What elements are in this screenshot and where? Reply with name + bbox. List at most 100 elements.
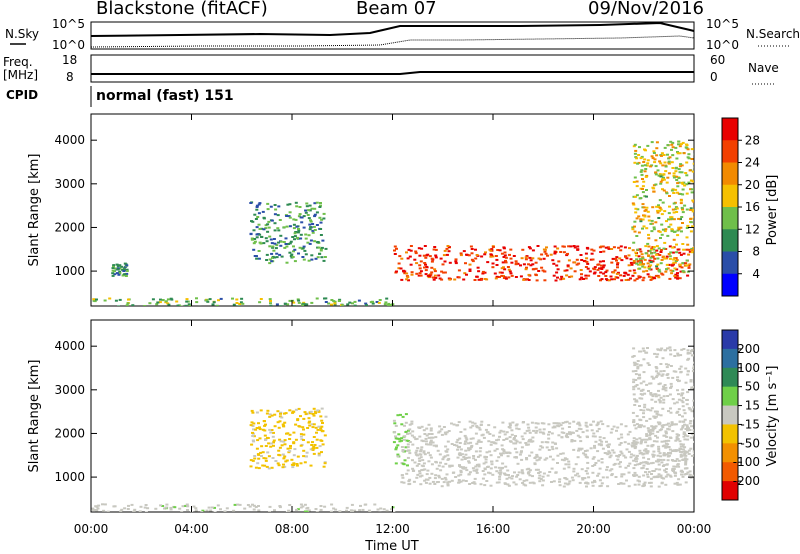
data-cell <box>527 472 530 475</box>
x-tick-label: 04:00 <box>174 522 209 536</box>
data-cell <box>269 304 273 306</box>
data-cell <box>681 141 685 144</box>
data-cell <box>420 446 424 449</box>
data-cell <box>435 467 439 470</box>
data-cell <box>443 455 447 458</box>
data-cell <box>398 440 402 443</box>
data-cell <box>584 266 588 268</box>
data-cell <box>467 460 471 463</box>
data-cell <box>277 426 281 429</box>
data-cell <box>303 411 307 414</box>
data-cell <box>659 249 663 251</box>
data-cell <box>631 370 635 373</box>
data-cell <box>561 427 565 430</box>
data-cell <box>686 349 690 352</box>
data-cell <box>446 440 450 443</box>
data-cell <box>406 257 410 260</box>
data-cell <box>631 226 635 229</box>
data-cell <box>601 447 605 450</box>
data-cell <box>641 393 644 396</box>
data-cell <box>674 146 678 149</box>
data-cell <box>660 233 664 236</box>
data-cell <box>185 298 189 301</box>
data-cell <box>579 440 583 443</box>
data-cell <box>534 426 538 429</box>
data-cell <box>321 422 324 424</box>
data-cell <box>666 234 670 237</box>
data-cell <box>661 178 665 181</box>
data-cell <box>424 481 428 484</box>
nave-label: Nave <box>748 61 779 75</box>
data-cell <box>282 226 286 229</box>
data-cell <box>592 456 596 459</box>
data-cell <box>444 433 448 436</box>
data-cell <box>680 171 684 174</box>
data-cell <box>693 383 694 386</box>
data-cell <box>277 229 281 232</box>
data-cell <box>638 146 641 149</box>
data-cell <box>311 223 315 225</box>
data-cell <box>253 455 257 457</box>
data-cell <box>425 427 429 430</box>
freq-trace <box>91 71 694 75</box>
data-cell <box>663 384 667 386</box>
data-cell <box>299 233 303 236</box>
colorbar-tick-label: -200 <box>733 474 760 488</box>
data-cell <box>500 252 504 255</box>
data-cell <box>169 508 173 511</box>
data-cell <box>535 459 539 462</box>
data-cell <box>139 505 143 508</box>
data-cell <box>483 456 487 459</box>
data-cell <box>288 251 292 254</box>
data-cell <box>670 161 674 164</box>
data-cell <box>307 421 311 424</box>
data-cell <box>660 259 664 261</box>
data-cell <box>682 248 686 251</box>
data-cell <box>463 458 467 460</box>
data-cell <box>260 227 264 230</box>
data-cell <box>585 482 589 484</box>
data-cell <box>660 482 664 485</box>
data-cell <box>515 423 519 426</box>
data-cell <box>306 506 310 509</box>
data-cell <box>434 436 438 439</box>
data-cell <box>670 272 674 275</box>
data-cell <box>257 467 261 470</box>
data-cell <box>251 425 255 427</box>
data-cell <box>158 301 162 304</box>
data-cell <box>689 436 693 439</box>
colorbar-tick-label: 8 <box>752 245 760 259</box>
data-cell <box>476 455 480 458</box>
data-cell <box>513 471 516 474</box>
data-cell <box>681 262 685 265</box>
data-cell <box>632 203 636 206</box>
data-cell <box>589 447 593 450</box>
data-cell <box>642 349 646 352</box>
data-cell <box>419 274 423 277</box>
data-cell <box>616 455 620 458</box>
data-cell <box>504 438 508 440</box>
data-cell <box>446 448 450 451</box>
data-cell <box>627 471 631 474</box>
data-cell <box>657 421 661 424</box>
data-cell <box>410 422 414 425</box>
data-cell <box>562 485 566 488</box>
data-cell <box>515 456 518 459</box>
data-cell <box>424 263 427 266</box>
data-cell <box>635 217 639 220</box>
data-cell <box>681 420 685 423</box>
data-cell <box>444 450 448 453</box>
data-cell <box>594 462 598 464</box>
data-cell <box>569 267 573 270</box>
data-cell <box>394 437 398 440</box>
data-cell <box>670 230 674 233</box>
data-cell <box>591 484 595 487</box>
data-cell <box>636 360 640 362</box>
data-cell <box>689 476 693 479</box>
data-cell <box>297 301 301 304</box>
data-cell <box>490 441 494 444</box>
data-cell <box>292 301 296 304</box>
data-cell <box>319 415 323 418</box>
data-cell <box>269 300 272 302</box>
data-cell <box>385 297 389 300</box>
